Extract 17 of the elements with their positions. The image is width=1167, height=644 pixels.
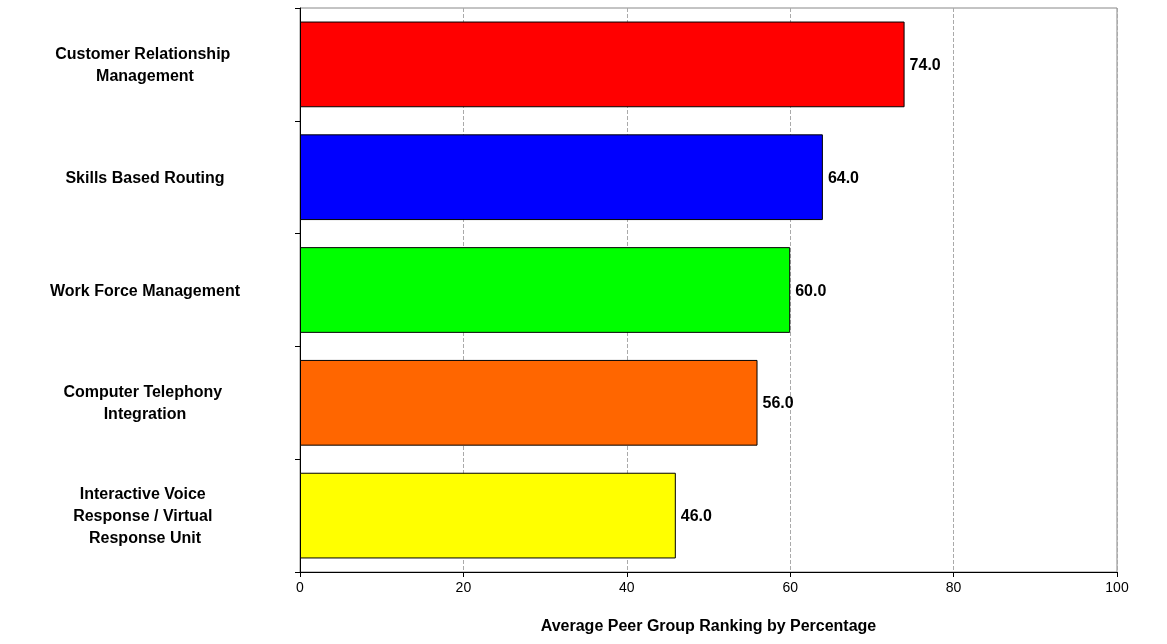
data-label: 60.0 [795,281,827,299]
y-tick-label: Work Force Management [50,281,241,299]
y-tick-label: Interactive Voice Response / Virtual Response Unit [73,485,217,547]
y-tick-label: Customer Relationship Management [55,44,235,84]
x-tick-label: 20 [455,579,472,595]
x-tick-label: 40 [619,579,635,595]
x-tick-label: 60 [782,579,799,595]
data-label: 74.0 [909,55,941,73]
y-tick-label: Computer Telephony Integration [63,383,227,423]
x-tick-label: 80 [945,579,962,595]
x-axis-title: Average Peer Group Ranking by Percentage [540,616,877,634]
y-tick-label: Skills Based Routing [65,168,225,186]
data-label: 64.0 [827,168,860,186]
data-label: 46.0 [680,507,713,525]
data-label: 56.0 [762,394,794,412]
x-tick-label: 100 [1105,579,1129,595]
x-tick-label: 0 [296,579,305,595]
